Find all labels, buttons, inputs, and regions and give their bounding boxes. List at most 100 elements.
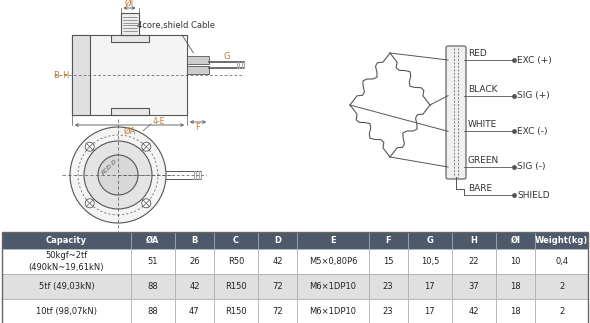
Bar: [214, 274, 258, 299]
Circle shape: [142, 142, 151, 151]
FancyBboxPatch shape: [446, 46, 466, 179]
Text: G: G: [427, 236, 433, 245]
Text: F: F: [385, 236, 391, 245]
Text: RED: RED: [468, 49, 487, 58]
Bar: [175, 274, 214, 299]
Bar: [110, 108, 149, 115]
Bar: [297, 249, 369, 274]
Text: 42: 42: [189, 282, 199, 291]
Text: ØI: ØI: [125, 0, 134, 7]
Circle shape: [70, 127, 166, 223]
Text: PCD.D: PCD.D: [101, 158, 119, 176]
Text: D: D: [274, 236, 281, 245]
Text: 10: 10: [510, 257, 521, 266]
Text: M6×1DP10: M6×1DP10: [309, 282, 356, 291]
Bar: [258, 232, 297, 249]
Text: R50: R50: [228, 257, 244, 266]
Text: ØA: ØA: [123, 127, 136, 136]
Text: 22: 22: [468, 257, 479, 266]
Text: 10tf (98,07kN): 10tf (98,07kN): [36, 307, 97, 316]
Text: 72: 72: [273, 282, 283, 291]
Text: 18: 18: [510, 307, 521, 316]
Bar: [72, 35, 90, 115]
Text: 23: 23: [383, 282, 394, 291]
Text: 26: 26: [189, 257, 199, 266]
Bar: [297, 299, 369, 323]
Bar: [496, 274, 535, 299]
Circle shape: [85, 142, 94, 151]
Text: ØA: ØA: [146, 236, 159, 245]
Text: 15: 15: [383, 257, 394, 266]
Bar: [2, 232, 131, 249]
Bar: [214, 299, 258, 323]
Bar: [408, 232, 452, 249]
Bar: [369, 249, 408, 274]
Bar: [2, 249, 131, 274]
Text: B: B: [53, 70, 59, 79]
Text: 18: 18: [510, 282, 521, 291]
Text: 17: 17: [424, 282, 435, 291]
Text: M5×0,80P6: M5×0,80P6: [309, 257, 357, 266]
Text: 88: 88: [148, 307, 158, 316]
Circle shape: [85, 199, 94, 208]
Text: R150: R150: [225, 307, 247, 316]
Bar: [2, 299, 131, 323]
Bar: [187, 57, 209, 64]
Bar: [131, 249, 175, 274]
Text: H: H: [62, 70, 68, 79]
Text: 5tf (49,03kN): 5tf (49,03kN): [38, 282, 94, 291]
Text: 37: 37: [468, 282, 479, 291]
Bar: [187, 67, 209, 74]
Bar: [535, 274, 588, 299]
Bar: [131, 274, 175, 299]
Text: 51: 51: [148, 257, 158, 266]
Bar: [110, 35, 149, 42]
Bar: [131, 299, 175, 323]
Bar: [408, 299, 452, 323]
Bar: [535, 299, 588, 323]
Text: 42: 42: [273, 257, 283, 266]
Text: E: E: [330, 236, 336, 245]
Text: WHITE: WHITE: [468, 120, 497, 129]
Text: 10,5: 10,5: [421, 257, 439, 266]
Bar: [535, 249, 588, 274]
Bar: [175, 249, 214, 274]
Bar: [297, 274, 369, 299]
Circle shape: [98, 155, 138, 195]
Bar: [408, 274, 452, 299]
Bar: [175, 232, 214, 249]
Text: SHIELD: SHIELD: [517, 191, 550, 200]
Text: EXC (+): EXC (+): [517, 56, 552, 65]
Text: C: C: [233, 236, 239, 245]
Text: R150: R150: [225, 282, 247, 291]
Text: SIG (+): SIG (+): [517, 91, 550, 100]
Bar: [496, 299, 535, 323]
Text: 50kgf~2tf
(490kN~19,61kN): 50kgf~2tf (490kN~19,61kN): [28, 251, 104, 272]
Circle shape: [84, 141, 152, 209]
Text: ØI: ØI: [510, 236, 520, 245]
Text: GREEN: GREEN: [468, 156, 499, 165]
Bar: [408, 249, 452, 274]
Bar: [120, 13, 139, 35]
Text: Weight(kg): Weight(kg): [535, 236, 588, 245]
Bar: [2, 274, 131, 299]
Bar: [258, 299, 297, 323]
Circle shape: [142, 199, 151, 208]
Text: 4core,shield Cable: 4core,shield Cable: [137, 21, 215, 53]
Text: Capacity: Capacity: [46, 236, 87, 245]
Bar: [72, 35, 187, 115]
Bar: [175, 299, 214, 323]
Bar: [369, 299, 408, 323]
Bar: [214, 232, 258, 249]
Text: 17: 17: [424, 307, 435, 316]
Text: 2: 2: [559, 307, 564, 316]
Text: EXC (-): EXC (-): [517, 127, 548, 136]
Bar: [535, 232, 588, 249]
Bar: [496, 232, 535, 249]
Bar: [452, 249, 496, 274]
Text: 88: 88: [148, 282, 158, 291]
Text: F: F: [195, 122, 201, 131]
Text: B: B: [191, 236, 198, 245]
Text: 2: 2: [559, 282, 564, 291]
Bar: [258, 274, 297, 299]
